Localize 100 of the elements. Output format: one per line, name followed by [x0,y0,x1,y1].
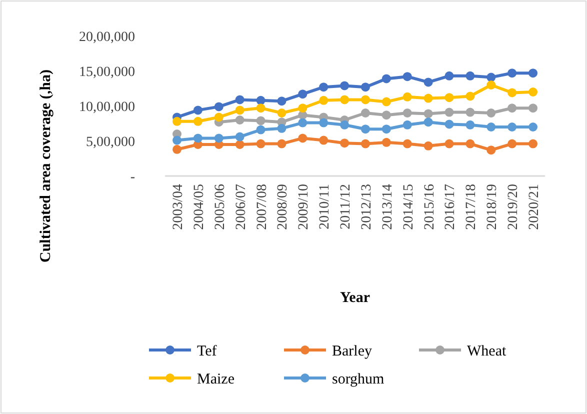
point [360,139,370,148]
point [444,93,454,102]
x-tick-label: 2012/13 [359,184,374,230]
point [382,138,391,147]
point [319,136,328,145]
point [256,96,266,105]
point [214,134,224,143]
point [424,109,433,118]
point [256,125,266,134]
point [256,104,266,113]
x-axis-title: Year [340,290,370,306]
point [277,139,286,148]
point [193,134,202,143]
y-tick-label: - [130,170,136,185]
point [402,120,412,130]
point [402,108,412,118]
point [466,120,475,130]
point [360,95,370,104]
x-tick-label: 2010/11 [318,184,333,230]
point [214,112,224,122]
point [235,95,244,104]
y-tick-label: 20,00,000 [79,30,135,45]
point [486,108,496,118]
point [486,146,496,155]
point [444,71,454,80]
point [528,88,538,96]
point [340,81,350,90]
point [256,139,266,148]
point [444,108,454,117]
point [402,139,412,148]
point [402,72,412,82]
x-tick-label: 2009/10 [296,184,312,230]
point [172,144,182,154]
point [382,110,391,120]
x-tick-label: 2018/19 [485,184,500,230]
x-tick-label: 2008/09 [276,184,291,230]
point [424,141,433,150]
point [508,104,517,113]
point [277,96,286,106]
point [508,88,517,98]
point [319,118,328,128]
point [193,116,202,126]
point [235,132,244,142]
point [528,122,538,132]
point [235,106,244,115]
point [424,78,433,87]
point [382,97,391,106]
point [424,118,433,127]
point [444,139,454,148]
point [528,68,538,78]
point [402,92,412,102]
x-tick-label: 2005/06 [212,184,228,230]
point [508,68,517,78]
legend-label: Maize [197,371,235,388]
point [214,102,224,112]
point [277,124,286,133]
legend-label: Wheat [467,343,507,360]
point [466,92,475,101]
point [444,120,454,129]
y-tick-label: 5,00,000 [86,134,135,150]
point [486,80,496,90]
legend-label: Tef [197,343,217,360]
point [172,136,182,145]
x-tick-label: 2017/18 [464,184,480,230]
legend-label: sorghum [332,371,385,388]
point [508,122,517,132]
point [277,108,286,118]
point [360,108,370,118]
point [319,82,328,92]
point [298,104,308,113]
point [466,71,475,80]
point [528,139,538,148]
point [235,140,244,149]
point [486,122,496,132]
point [382,124,391,134]
x-tick-label: 2020/21 [527,184,542,230]
point [298,134,308,143]
point [298,118,308,128]
point [360,124,370,134]
point [424,94,433,103]
point [382,74,391,84]
x-tick-label: 2014/15 [401,184,416,230]
point [319,96,328,105]
y-axis-title: Cultivated area coverage (,ha) [38,69,54,263]
x-tick-label: 2016/17 [443,184,458,230]
x-tick-label: 2015/16 [422,184,438,230]
point [528,104,538,113]
point [340,138,350,148]
point [486,72,496,82]
point [193,106,202,115]
point [508,139,517,148]
point [235,116,244,124]
point [340,120,350,130]
legend-label: Barley [332,343,372,360]
x-tick-label: 2019/20 [506,184,522,230]
x-tick-label: 2004/05 [192,184,207,230]
x-tick-label: 2011/12 [338,184,354,230]
point [466,139,475,148]
x-tick-label: 2013/14 [380,184,396,230]
point [340,95,350,104]
